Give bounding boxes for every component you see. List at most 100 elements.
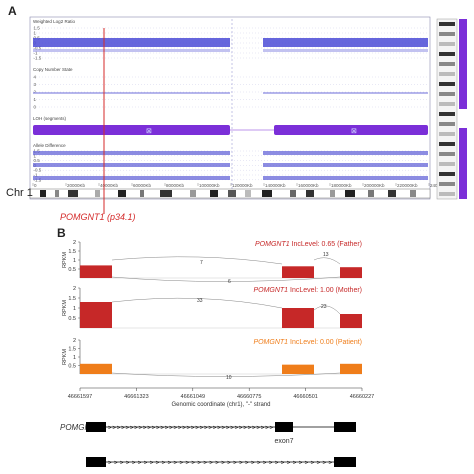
x-tick-label: 46660227	[350, 394, 374, 400]
y-tick-label: 0.5	[68, 364, 76, 370]
chrom-axis-label: 40000Kb	[100, 183, 119, 188]
exon-coverage-3	[340, 314, 362, 328]
y-tick-label: 1	[73, 306, 76, 312]
track-tick-label: 0.5	[34, 158, 41, 163]
chrom-axis-ticks: 0 20000Kb 40000Kb 60000Kb 80000Kb 100000Kb 120…	[32, 183, 451, 188]
track-title-rest: IncLevel: 0.65 (Father)	[292, 241, 362, 248]
y-tick-label: 2	[73, 240, 76, 246]
junction-arc	[111, 276, 341, 282]
gene-model-label: POMGNT1	[60, 423, 100, 432]
ideogram-band	[55, 190, 59, 197]
overview-band	[439, 152, 455, 156]
exon-coverage-1	[80, 302, 112, 328]
junction-arc	[111, 256, 283, 265]
overview-band	[439, 92, 455, 96]
chrom-axis-label: 220000Kb	[397, 183, 418, 188]
panel-a-letter: A	[8, 4, 17, 18]
ideogram-band	[190, 190, 196, 197]
y-tick-label: 0.5	[68, 316, 76, 322]
track-title-rest: IncLevel: 1.00 (Mother)	[290, 287, 362, 294]
overview-band	[439, 162, 455, 166]
chrom-axis-label: 140000Kb	[265, 183, 286, 188]
ideogram-band	[68, 190, 78, 197]
panel-a-genome-plot: Weighted Log2 Ratio 1.510.50-0.5-1-1.5 C…	[29, 16, 467, 214]
gene-model-track-2: >>>>>>>>>>>>>>>>>>>>>>>>>>>>>>>>>>>>>>	[86, 457, 356, 467]
y-axis-label: RPKM	[62, 300, 68, 316]
chrom-axis-label: 20000Kb	[67, 183, 86, 188]
junction-arc	[313, 257, 341, 265]
track-tick-label: -1	[34, 173, 38, 178]
overview-band	[439, 112, 455, 116]
x-tick-label: 46661049	[181, 394, 205, 400]
allele-band-mid-left	[33, 163, 230, 167]
overview-band	[439, 32, 455, 36]
ideogram-band	[410, 190, 416, 197]
ideogram-band	[118, 190, 126, 197]
overview-band	[439, 132, 455, 136]
overview-band	[439, 172, 455, 176]
track-title-3: POMGNT1 IncLevel: 0.00 (Patient)	[253, 339, 362, 346]
track-2-grid: 4 3 2 1 0	[33, 75, 428, 110]
ideogram-band	[228, 190, 236, 197]
exon-coverage-2	[282, 364, 314, 374]
x-tick-label: 46661323	[124, 394, 148, 400]
strand-chevrons-2: >>>>>>>>>>>>>>>>>>>>>>>>>>>>>>>>>>>>>>	[108, 461, 332, 467]
ideogram-band	[262, 190, 272, 197]
exon7-box	[275, 422, 293, 432]
track-tick-label: 1	[34, 97, 37, 102]
chrom-axis-label: 0	[34, 183, 37, 188]
ideogram-band	[290, 190, 296, 197]
ideogram-band	[210, 190, 218, 197]
allele-band-bottom-right	[263, 176, 428, 180]
track-tick-label: 1	[34, 31, 37, 36]
junction-count: 23	[321, 304, 327, 310]
chrom-axis-label: 100000Kb	[199, 183, 220, 188]
y-tick-label: 0.5	[68, 267, 76, 273]
track-title-2: POMGNT1 IncLevel: 1.00 (Mother)	[253, 287, 362, 294]
loh-segment-right	[274, 125, 428, 135]
junction-arc	[313, 305, 341, 315]
x-tick-label: 46661597	[68, 394, 92, 400]
junction-count: 13	[323, 252, 329, 258]
track-1-noise-right	[263, 49, 428, 52]
track-tick-label: -0.5	[34, 168, 42, 173]
y-tick-label: 1	[73, 258, 76, 264]
panel-b-sashimi-plot: 0.5 1 1.5 2 RPKM 7 6 13 POMGNT1 IncLevel: 0.65 (…	[60, 240, 374, 467]
chrom-axis-label: 180000Kb	[331, 183, 352, 188]
sashimi-track-2: 0.5 1 1.5 2 RPKM 33 23 POMGNT1 IncLevel: 1.00 (…	[62, 286, 362, 329]
overview-band	[439, 142, 455, 146]
exon-2c	[334, 457, 356, 467]
overview-band	[439, 182, 455, 186]
chromosome-overview-bands	[439, 22, 455, 196]
overview-band	[439, 72, 455, 76]
track-title-rest: IncLevel: 0.00 (Patient)	[290, 339, 362, 346]
ideogram-band	[245, 190, 251, 197]
y-tick-label: 2	[73, 286, 76, 292]
sashimi-tracks: 0.5 1 1.5 2 RPKM 7 6 13 POMGNT1 IncLevel: 0.65 (…	[62, 240, 362, 381]
exon-1c	[334, 422, 356, 432]
overview-loh-top	[459, 19, 467, 109]
track-title-gene: POMGNT1	[255, 241, 292, 248]
track-3-label: LOH (segments)	[33, 116, 67, 121]
x-axis-label: Genomic coordinate (chr1), "-" strand	[172, 402, 271, 408]
ideogram-band	[306, 190, 314, 197]
exon-1a	[86, 422, 106, 432]
exon-2a	[86, 457, 106, 467]
chrom-axis-label: 80000Kb	[166, 183, 185, 188]
track-2-label: Copy Number State	[33, 67, 73, 72]
junction-arc	[111, 297, 283, 309]
overview-band	[439, 22, 455, 26]
junction-arc	[111, 372, 341, 377]
ideogram-band	[160, 190, 172, 197]
track-tick-label: 1	[34, 153, 37, 158]
junction-count: 10	[226, 375, 232, 381]
track-1-label: Weighted Log2 Ratio	[33, 19, 75, 24]
chromosome-ideogram	[29, 188, 431, 199]
exon-coverage-1	[80, 363, 112, 374]
exon-coverage-2	[282, 266, 314, 278]
strand-chevrons-1: >>>>>>>>>>>>>>>>>>>>>>>>>>>>>>>>>>>>>>	[108, 426, 273, 432]
track-title-gene: POMGNT1	[253, 287, 290, 294]
loh-segment-left	[33, 125, 230, 135]
marker-label: POMGNT1 (p34.1)	[60, 212, 136, 222]
ideogram-band	[368, 190, 374, 197]
